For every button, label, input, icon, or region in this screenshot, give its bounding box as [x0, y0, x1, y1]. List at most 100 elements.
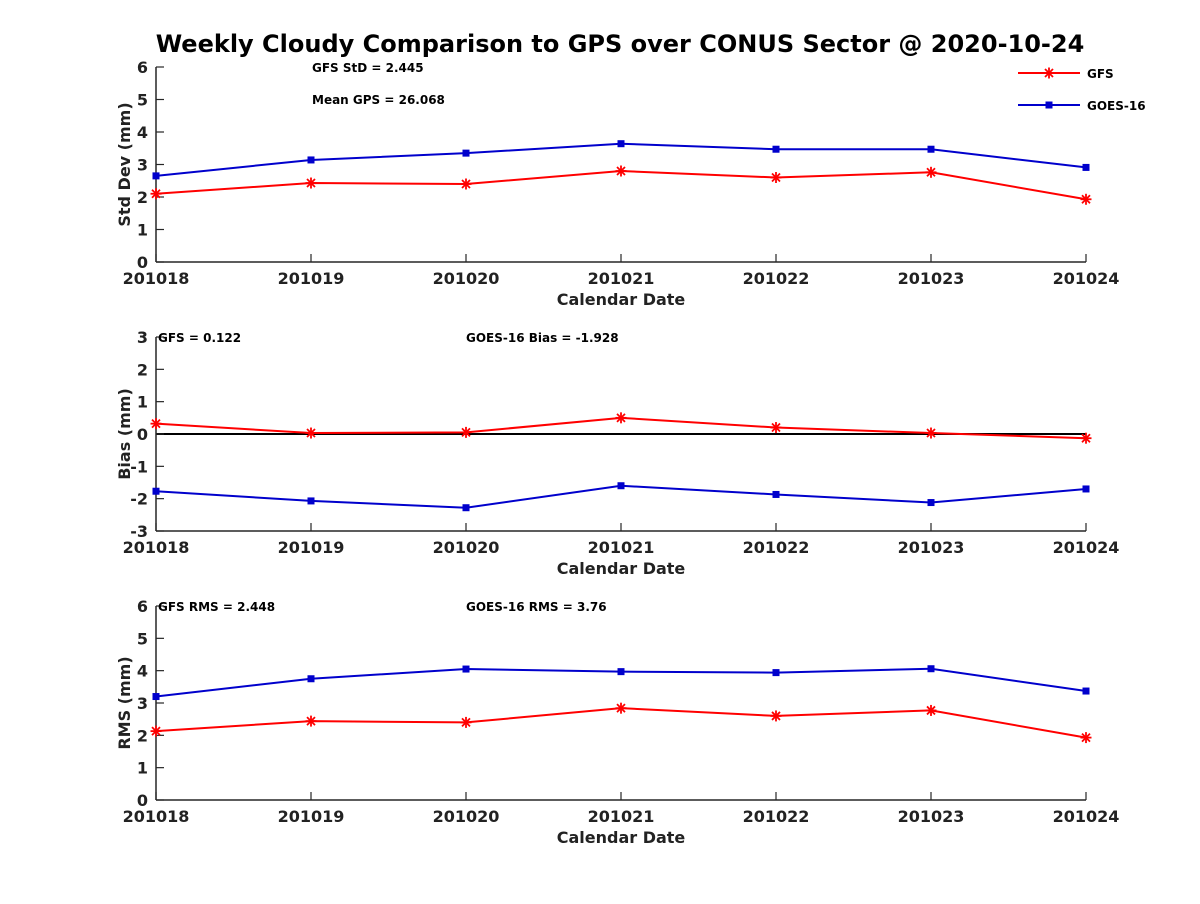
- data-point-gfs: [925, 166, 937, 178]
- y-tick-label: 3: [137, 694, 148, 713]
- legend-marker: [1043, 67, 1055, 79]
- x-tick-label: 201020: [433, 807, 500, 826]
- stat-annotation: GFS RMS = 2.448: [158, 600, 275, 614]
- x-tick-label: 201021: [588, 807, 655, 826]
- legend-label: GFS: [1087, 67, 1114, 81]
- x-tick-label: 201019: [278, 807, 345, 826]
- x-tick-label: 201019: [278, 269, 345, 288]
- y-axis-label: RMS (mm): [115, 656, 134, 749]
- data-point-gfs: [770, 710, 782, 722]
- y-tick-label: 1: [137, 393, 148, 412]
- data-point-goes-16: [927, 145, 935, 153]
- y-tick-label: -2: [130, 490, 148, 509]
- y-axis-label: Std Dev (mm): [115, 102, 134, 226]
- x-tick-label: 201022: [743, 807, 810, 826]
- y-tick-label: 6: [137, 597, 148, 616]
- data-point-gfs: [770, 172, 782, 183]
- data-point-goes-16: [927, 665, 935, 673]
- data-point-goes-16: [462, 504, 470, 512]
- data-point-gfs: [925, 704, 937, 716]
- stat-annotation: Mean GPS = 26.068: [312, 93, 445, 107]
- y-tick-label: -1: [130, 457, 148, 476]
- data-point-gfs: [1080, 432, 1092, 444]
- x-tick-label: 201022: [743, 269, 810, 288]
- legend-label: GOES-16: [1087, 99, 1146, 113]
- data-point-goes-16: [927, 499, 935, 507]
- y-tick-label: 1: [137, 221, 148, 240]
- x-tick-label: 201022: [743, 538, 810, 557]
- data-point-goes-16: [152, 693, 160, 701]
- data-point-goes-16: [617, 668, 625, 676]
- stat-annotation: GFS StD = 2.445: [312, 61, 424, 75]
- y-tick-label: 3: [137, 328, 148, 347]
- x-tick-label: 201018: [123, 807, 190, 826]
- x-tick-label: 201018: [123, 269, 190, 288]
- data-point-gfs: [460, 716, 472, 728]
- data-point-goes-16: [772, 669, 780, 677]
- data-point-gfs: [1080, 193, 1092, 205]
- stat-annotation: GFS = 0.122: [158, 331, 241, 345]
- x-axis-label: Calendar Date: [557, 290, 686, 309]
- data-point-gfs: [770, 422, 782, 434]
- data-point-goes-16: [1082, 163, 1090, 171]
- x-axis-label: Calendar Date: [557, 828, 686, 847]
- x-tick-label: 201019: [278, 538, 345, 557]
- y-tick-label: 2: [137, 726, 148, 745]
- x-tick-label: 201021: [588, 538, 655, 557]
- data-point-goes-16: [307, 497, 315, 505]
- data-point-gfs: [460, 426, 472, 438]
- y-tick-label: 0: [137, 425, 148, 444]
- data-point-goes-16: [1082, 687, 1090, 695]
- y-tick-label: -3: [130, 522, 148, 541]
- y-tick-label: 1: [137, 759, 148, 778]
- legend-marker: [1045, 101, 1053, 109]
- x-tick-label: 201024: [1053, 807, 1120, 826]
- y-tick-label: 4: [137, 123, 148, 142]
- y-tick-label: 6: [137, 58, 148, 77]
- data-point-gfs: [925, 427, 937, 439]
- data-point-goes-16: [307, 156, 315, 164]
- data-point-gfs: [150, 188, 162, 200]
- y-tick-label: 4: [137, 662, 148, 681]
- figure-title: Weekly Cloudy Comparison to GPS over CON…: [155, 30, 1085, 58]
- data-point-goes-16: [617, 482, 625, 490]
- y-tick-label: 3: [137, 156, 148, 175]
- data-point-gfs: [150, 725, 162, 737]
- data-point-gfs: [305, 177, 317, 189]
- y-tick-label: 0: [137, 791, 148, 810]
- y-tick-label: 2: [137, 360, 148, 379]
- data-point-gfs: [615, 702, 627, 714]
- x-axis-label: Calendar Date: [557, 559, 686, 578]
- y-tick-label: 0: [137, 253, 148, 272]
- x-tick-label: 201024: [1053, 538, 1120, 557]
- x-tick-label: 201023: [898, 538, 965, 557]
- x-tick-label: 201018: [123, 538, 190, 557]
- y-tick-label: 2: [137, 188, 148, 207]
- y-axis-label: Bias (mm): [115, 388, 134, 480]
- data-point-gfs: [615, 165, 627, 177]
- x-tick-label: 201020: [433, 538, 500, 557]
- data-point-goes-16: [307, 675, 315, 683]
- data-point-gfs: [615, 412, 627, 424]
- x-tick-label: 201023: [898, 807, 965, 826]
- data-point-gfs: [305, 427, 317, 439]
- x-tick-label: 201024: [1053, 269, 1120, 288]
- data-point-goes-16: [1082, 485, 1090, 493]
- y-tick-label: 5: [137, 629, 148, 648]
- data-point-goes-16: [152, 172, 160, 180]
- data-point-gfs: [460, 178, 472, 190]
- data-point-gfs: [305, 715, 317, 727]
- data-point-goes-16: [462, 665, 470, 673]
- y-tick-label: 5: [137, 91, 148, 110]
- data-point-gfs: [1080, 732, 1092, 744]
- data-point-goes-16: [617, 140, 625, 148]
- data-point-goes-16: [772, 145, 780, 153]
- stat-annotation: GOES-16 RMS = 3.76: [466, 600, 607, 614]
- stat-annotation: GOES-16 Bias = -1.928: [466, 331, 619, 345]
- data-point-goes-16: [462, 149, 470, 157]
- x-tick-label: 201021: [588, 269, 655, 288]
- x-tick-label: 201023: [898, 269, 965, 288]
- data-point-goes-16: [772, 490, 780, 498]
